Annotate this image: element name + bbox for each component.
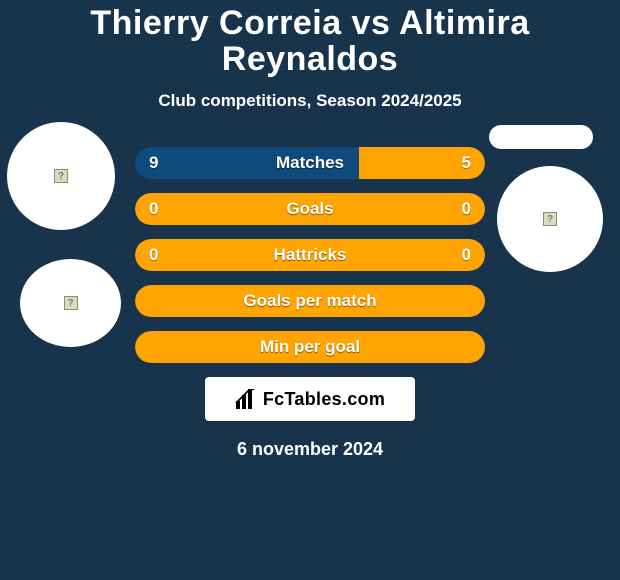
image-placeholder-icon [64, 296, 78, 310]
subtitle: Club competitions, Season 2024/2025 [0, 91, 620, 111]
stat-label: Goals per match [135, 291, 485, 311]
stat-row: 00Goals [135, 193, 485, 225]
page-title: Thierry Correia vs Altimira Reynaldos [0, 6, 620, 77]
stat-label: Min per goal [135, 337, 485, 357]
stat-label: Matches [135, 153, 485, 173]
stat-row: Goals per match [135, 285, 485, 317]
stats-panel: 95Matches 00Goals 00Hattricks Goals per mat… [135, 147, 485, 363]
image-placeholder-icon [54, 169, 68, 183]
site-badge-text: FcTables.com [263, 389, 385, 410]
avatar-circle [20, 259, 121, 347]
stat-row: Min per goal [135, 331, 485, 363]
avatar-circle [497, 166, 603, 272]
stat-label: Hattricks [135, 245, 485, 265]
avatar-oblong [489, 125, 593, 149]
bars-icon [235, 389, 259, 409]
stat-label: Goals [135, 199, 485, 219]
date-text: 6 november 2024 [0, 439, 620, 460]
image-placeholder-icon [543, 212, 557, 226]
site-badge[interactable]: FcTables.com [205, 377, 415, 421]
avatar-circle [7, 122, 115, 230]
stat-row: 95Matches [135, 147, 485, 179]
stat-row: 00Hattricks [135, 239, 485, 271]
